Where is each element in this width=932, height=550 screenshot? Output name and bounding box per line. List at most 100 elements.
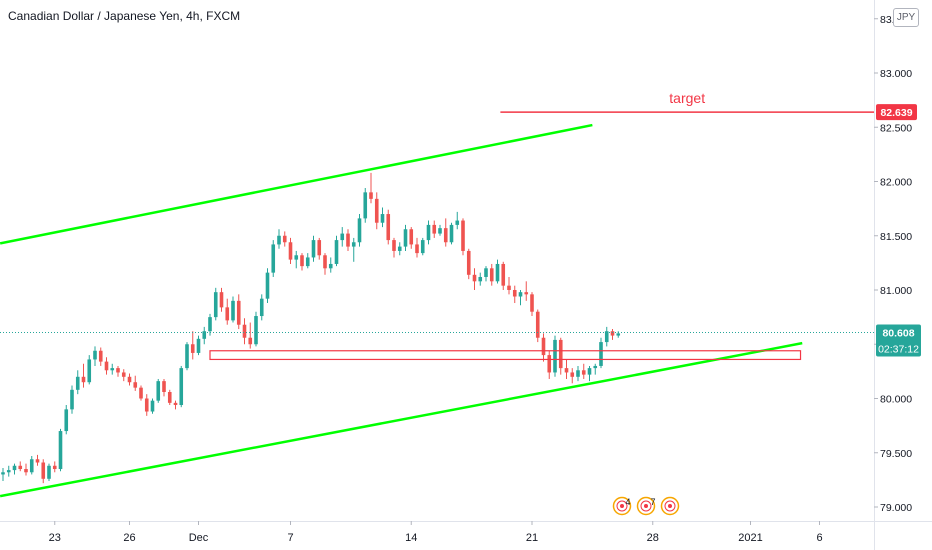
candle-body: [616, 333, 621, 336]
price-tick-label: 80.000: [880, 394, 912, 406]
candle-body: [426, 224, 431, 241]
candle-body: [305, 257, 310, 267]
last-price-tag-label: 80.608: [882, 328, 914, 340]
price-axis-panel: [874, 0, 932, 521]
time-tick-label: 28: [647, 532, 659, 544]
candle-body: [323, 255, 327, 269]
candle-body: [35, 459, 40, 463]
candle-body: [104, 361, 109, 371]
time-tick-label: 7: [287, 532, 293, 544]
candle-body: [564, 368, 569, 373]
currency-badge[interactable]: JPY: [893, 8, 919, 27]
candle-body: [415, 244, 419, 254]
candle-body: [553, 339, 557, 373]
candle-body: [300, 255, 304, 267]
lower-channel-line[interactable]: [0, 341, 803, 498]
candle-body: [587, 368, 592, 375]
candle-body: [432, 224, 437, 234]
candle-body: [288, 242, 293, 260]
candle-body: [248, 337, 253, 345]
candle-body: [581, 370, 586, 375]
candle-body: [52, 465, 57, 470]
candle-body: [225, 307, 230, 321]
event-count-label: 4: [625, 497, 630, 507]
candle-body: [202, 331, 207, 339]
price-tick-label: 81.500: [880, 231, 912, 243]
candle-body: [64, 409, 69, 432]
price-tags: 82.639 80.608 02:37:12: [876, 104, 921, 357]
price-tick-label: 82.000: [880, 177, 912, 189]
candle-body: [512, 290, 517, 297]
candle-body: [116, 368, 120, 373]
support-zone-rectangle[interactable]: [209, 350, 802, 361]
time-tick-label: 6: [816, 532, 822, 544]
economic-event-icon-dot: [620, 504, 624, 508]
candle-body: [369, 192, 373, 199]
candle-body: [127, 376, 132, 383]
candle-body: [93, 350, 97, 360]
candle-body: [576, 370, 580, 377]
time-tick-label: 26: [123, 532, 135, 544]
candle-body: [489, 268, 494, 282]
candle-body: [558, 339, 563, 369]
economic-event-icon-ring: [664, 500, 676, 512]
event-count-label: 7: [650, 497, 655, 507]
candle-body: [518, 292, 523, 297]
candle-body: [363, 192, 368, 219]
upper-channel-line[interactable]: [0, 123, 593, 245]
candle-body: [334, 240, 339, 264]
candle-body: [386, 214, 391, 241]
price-tick-label: 82.500: [880, 122, 912, 134]
candle-body: [47, 465, 51, 479]
candle-body: [478, 276, 483, 282]
candle-body: [242, 324, 247, 338]
candle-body: [443, 228, 448, 243]
candle-body: [610, 331, 615, 336]
candle-body: [604, 331, 609, 343]
candle-body: [1, 472, 5, 475]
candle-body: [547, 355, 552, 373]
candle-body: [380, 214, 385, 223]
candle-body: [144, 398, 149, 412]
candle-body: [420, 240, 425, 254]
candle-body: [311, 240, 316, 258]
price-tick-label: 81.000: [880, 285, 912, 297]
candle-body: [213, 292, 218, 318]
candle-body: [185, 344, 189, 369]
candle-body: [70, 389, 74, 410]
candle-body: [18, 465, 23, 470]
candle-body: [208, 317, 212, 332]
chart-title: Canadian Dollar / Japanese Yen, 4h, FXCM: [8, 9, 241, 23]
candle-body: [438, 228, 442, 234]
candle-body: [271, 244, 276, 273]
candle-body: [6, 470, 11, 473]
economic-event-icon-ring: [616, 500, 628, 512]
candle-body: [121, 372, 126, 377]
time-tick-label: 14: [405, 532, 417, 544]
target-price-tag: [876, 104, 917, 121]
candle-body: [139, 387, 143, 399]
candle-body: [535, 311, 540, 338]
time-tick-label: 21: [526, 532, 538, 544]
candle-body: [397, 246, 402, 251]
candle-body: [357, 218, 362, 243]
candle-body: [190, 344, 195, 353]
candle-body: [484, 268, 488, 277]
candle-body: [294, 255, 299, 260]
candle-body: [231, 300, 235, 321]
candle-body: [58, 431, 63, 470]
time-axis[interactable]: 23 26 Dec 7 14 21 28 2021 6: [49, 521, 823, 544]
time-tick-label: 23: [49, 532, 61, 544]
candle-body: [196, 338, 201, 353]
economic-event-icon-dot: [644, 504, 648, 508]
candle-body: [254, 316, 258, 345]
candle-body: [87, 359, 92, 383]
candle-body: [219, 292, 224, 308]
candle-body: [282, 235, 287, 243]
target-label: target: [669, 90, 705, 106]
economic-event-icon-dot: [668, 504, 672, 508]
candles-layer: [1, 172, 621, 484]
candle-body: [173, 402, 178, 406]
